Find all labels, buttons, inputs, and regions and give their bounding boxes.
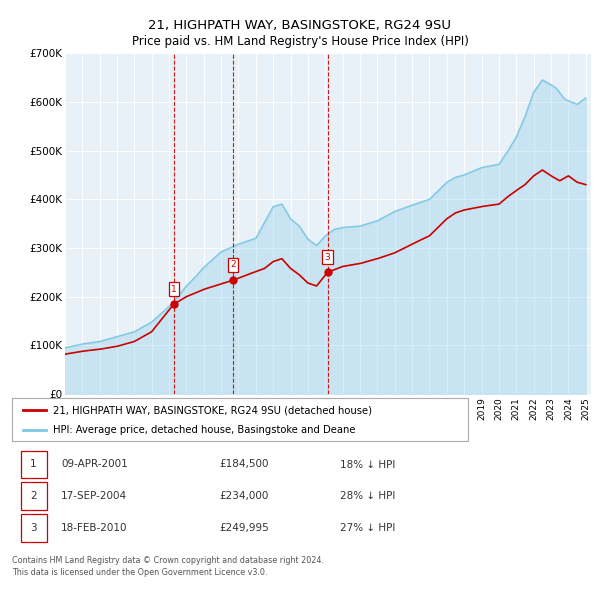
Text: 17-SEP-2004: 17-SEP-2004 [61, 491, 127, 501]
Text: HPI: Average price, detached house, Basingstoke and Deane: HPI: Average price, detached house, Basi… [53, 425, 356, 435]
Text: 3: 3 [30, 523, 37, 533]
FancyBboxPatch shape [20, 482, 47, 510]
Text: 09-APR-2001: 09-APR-2001 [61, 460, 128, 470]
Text: £234,000: £234,000 [220, 491, 269, 501]
Text: 18-FEB-2010: 18-FEB-2010 [61, 523, 127, 533]
Text: 27% ↓ HPI: 27% ↓ HPI [340, 523, 395, 533]
Text: £184,500: £184,500 [220, 460, 269, 470]
Text: 2: 2 [30, 491, 37, 501]
FancyBboxPatch shape [12, 398, 468, 441]
Text: Price paid vs. HM Land Registry's House Price Index (HPI): Price paid vs. HM Land Registry's House … [131, 35, 469, 48]
Text: Contains HM Land Registry data © Crown copyright and database right 2024.: Contains HM Land Registry data © Crown c… [12, 556, 324, 565]
Text: 18% ↓ HPI: 18% ↓ HPI [340, 460, 395, 470]
Text: 3: 3 [325, 253, 331, 261]
Text: This data is licensed under the Open Government Licence v3.0.: This data is licensed under the Open Gov… [12, 568, 268, 576]
FancyBboxPatch shape [20, 514, 47, 542]
Text: 2: 2 [230, 260, 236, 270]
Text: £249,995: £249,995 [220, 523, 269, 533]
Text: 1: 1 [30, 460, 37, 470]
Text: 21, HIGHPATH WAY, BASINGSTOKE, RG24 9SU (detached house): 21, HIGHPATH WAY, BASINGSTOKE, RG24 9SU … [53, 405, 372, 415]
Text: 28% ↓ HPI: 28% ↓ HPI [340, 491, 395, 501]
FancyBboxPatch shape [20, 451, 47, 478]
Text: 21, HIGHPATH WAY, BASINGSTOKE, RG24 9SU: 21, HIGHPATH WAY, BASINGSTOKE, RG24 9SU [149, 19, 452, 32]
Text: 1: 1 [171, 284, 176, 293]
